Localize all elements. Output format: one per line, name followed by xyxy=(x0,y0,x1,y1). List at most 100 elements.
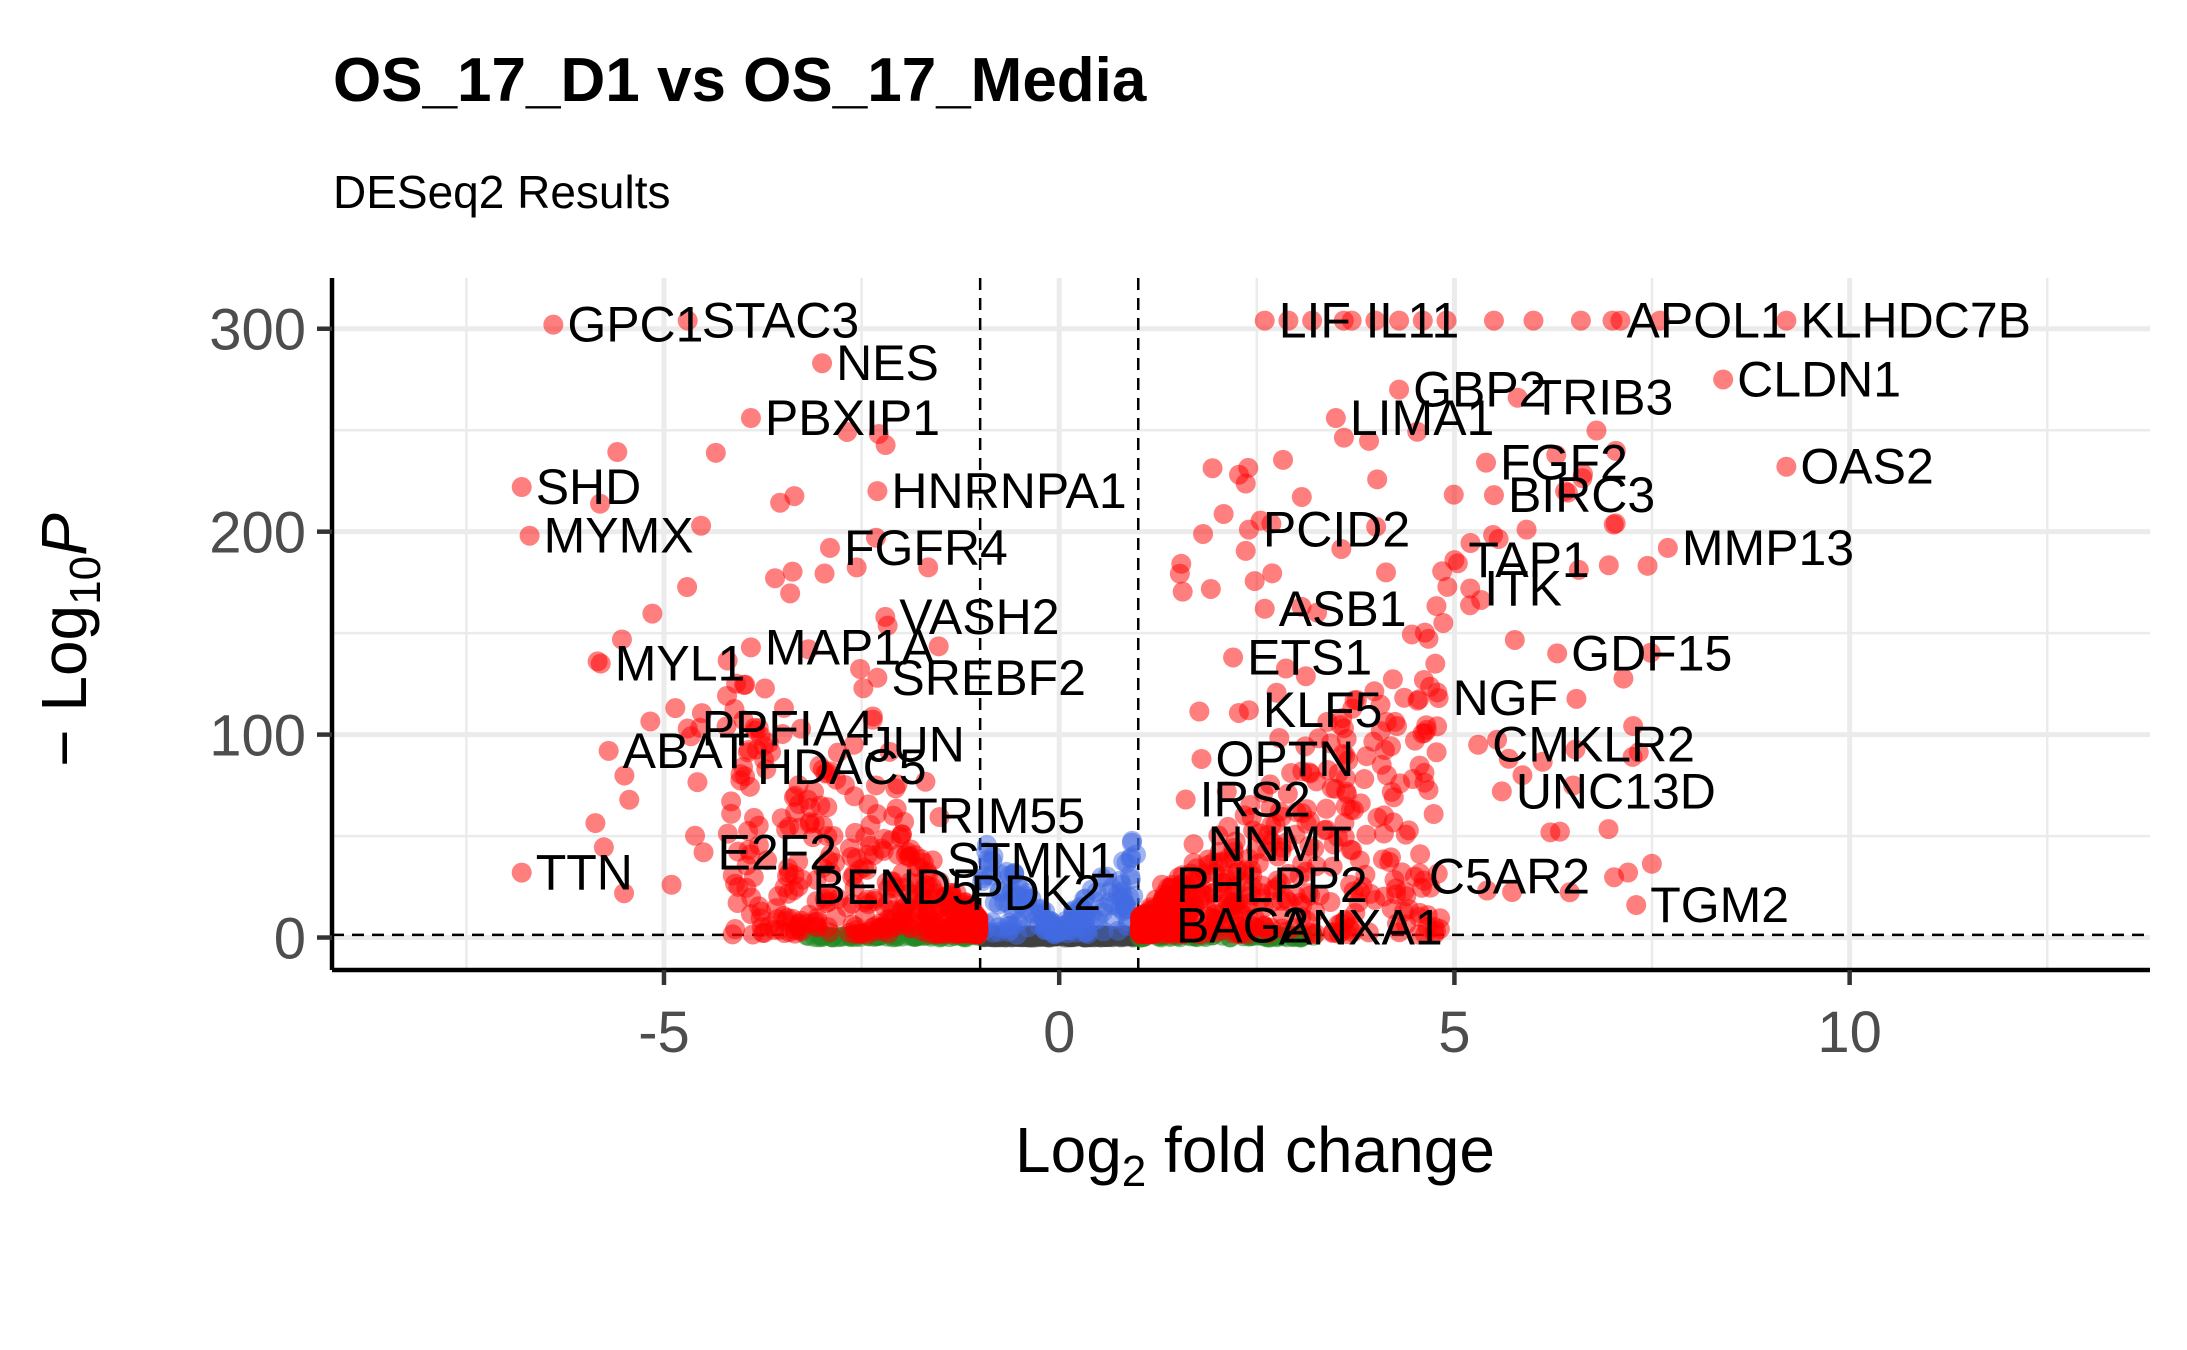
data-point xyxy=(685,825,706,846)
data-point xyxy=(1175,789,1196,810)
data-point xyxy=(740,408,761,429)
data-point xyxy=(1359,430,1380,451)
data-point xyxy=(1603,514,1624,535)
data-point xyxy=(843,734,864,755)
data-point xyxy=(1376,562,1397,583)
data-point xyxy=(1598,555,1619,576)
gene-label: TTN xyxy=(536,845,633,901)
gene-label: KLHDC7B xyxy=(1800,293,2031,349)
data-point xyxy=(853,857,874,878)
data-point xyxy=(1444,550,1465,571)
data-point xyxy=(1623,716,1644,737)
data-point xyxy=(1414,772,1435,793)
data-point xyxy=(1238,700,1259,721)
data-point xyxy=(1428,688,1449,709)
data-point xyxy=(802,827,823,848)
data-point xyxy=(1358,922,1379,943)
plot-title: OS_17_D1 vs OS_17_Media xyxy=(333,46,1147,115)
data-point xyxy=(1540,822,1561,843)
gene-label: UNC13D xyxy=(1516,763,1716,819)
gene-label: TGM2 xyxy=(1650,877,1789,933)
data-point xyxy=(1275,658,1296,679)
data-point xyxy=(885,778,906,799)
data-point xyxy=(1776,310,1797,331)
gene-label: E2F2 xyxy=(718,824,838,880)
gene-label: SREBF2 xyxy=(891,650,1086,706)
data-point xyxy=(661,874,682,895)
data-point xyxy=(1320,733,1341,754)
data-point xyxy=(1241,807,1262,828)
data-point xyxy=(929,871,950,892)
gene-label: MYL1 xyxy=(615,636,746,692)
gene-label: C5AR2 xyxy=(1429,849,1590,905)
data-point xyxy=(607,442,628,463)
data-point xyxy=(1398,820,1419,841)
data-point xyxy=(1260,774,1281,795)
data-point xyxy=(788,876,809,897)
data-point xyxy=(1121,832,1142,853)
data-point xyxy=(1273,449,1294,470)
data-point xyxy=(1476,452,1497,473)
data-point xyxy=(677,577,698,598)
data-point xyxy=(1512,765,1533,786)
data-point xyxy=(1389,379,1410,400)
data-point xyxy=(1306,856,1327,877)
data-point xyxy=(1460,532,1481,553)
data-point xyxy=(1598,819,1619,840)
data-point xyxy=(752,922,773,943)
x-axis-title: Log2 fold change xyxy=(1015,1114,1495,1196)
data-point xyxy=(1365,310,1386,331)
data-point xyxy=(1407,421,1428,442)
data-point xyxy=(1354,769,1375,790)
data-point xyxy=(1426,596,1447,617)
data-point xyxy=(1215,865,1236,886)
data-point xyxy=(640,711,661,732)
data-point xyxy=(1498,748,1519,769)
data-point xyxy=(1336,781,1357,802)
data-point xyxy=(1414,722,1435,743)
data-point xyxy=(1504,629,1525,650)
data-point xyxy=(1516,519,1537,540)
data-point xyxy=(1151,915,1172,936)
data-point xyxy=(1277,783,1298,804)
data-point xyxy=(740,637,761,658)
data-point xyxy=(725,919,746,940)
data-point xyxy=(1407,690,1428,711)
data-point xyxy=(619,789,640,810)
data-point xyxy=(1034,913,1055,934)
data-point xyxy=(791,718,812,739)
data-point xyxy=(1252,875,1273,896)
data-point xyxy=(1385,711,1406,732)
data-point xyxy=(665,698,686,719)
data-point xyxy=(1278,310,1299,331)
data-point xyxy=(543,314,564,335)
data-point xyxy=(590,653,611,674)
data-point xyxy=(846,557,867,578)
data-point xyxy=(705,442,726,463)
data-point xyxy=(642,603,663,624)
gene-label: NES xyxy=(836,335,939,391)
data-point xyxy=(1713,369,1734,390)
data-point xyxy=(1507,387,1528,408)
data-point xyxy=(1249,823,1270,844)
data-point xyxy=(1314,820,1335,841)
data-point xyxy=(1212,882,1233,903)
data-point xyxy=(1195,885,1216,906)
data-point xyxy=(865,527,886,548)
data-point xyxy=(814,563,835,584)
data-point xyxy=(1198,916,1219,937)
data-point xyxy=(717,650,738,671)
data-point xyxy=(1092,902,1113,923)
data-point xyxy=(842,893,863,914)
gene-label: PBXIP1 xyxy=(765,390,940,446)
data-point xyxy=(1410,844,1431,865)
data-point xyxy=(1371,754,1392,775)
data-point xyxy=(691,703,712,724)
data-point xyxy=(614,883,635,904)
data-point xyxy=(1568,559,1589,580)
y-tick-label: 300 xyxy=(209,298,306,363)
y-axis-title: − Log10P xyxy=(28,513,110,767)
gene-label: ANXA1 xyxy=(1279,899,1443,955)
data-point xyxy=(1254,598,1275,619)
data-point xyxy=(1341,310,1362,331)
